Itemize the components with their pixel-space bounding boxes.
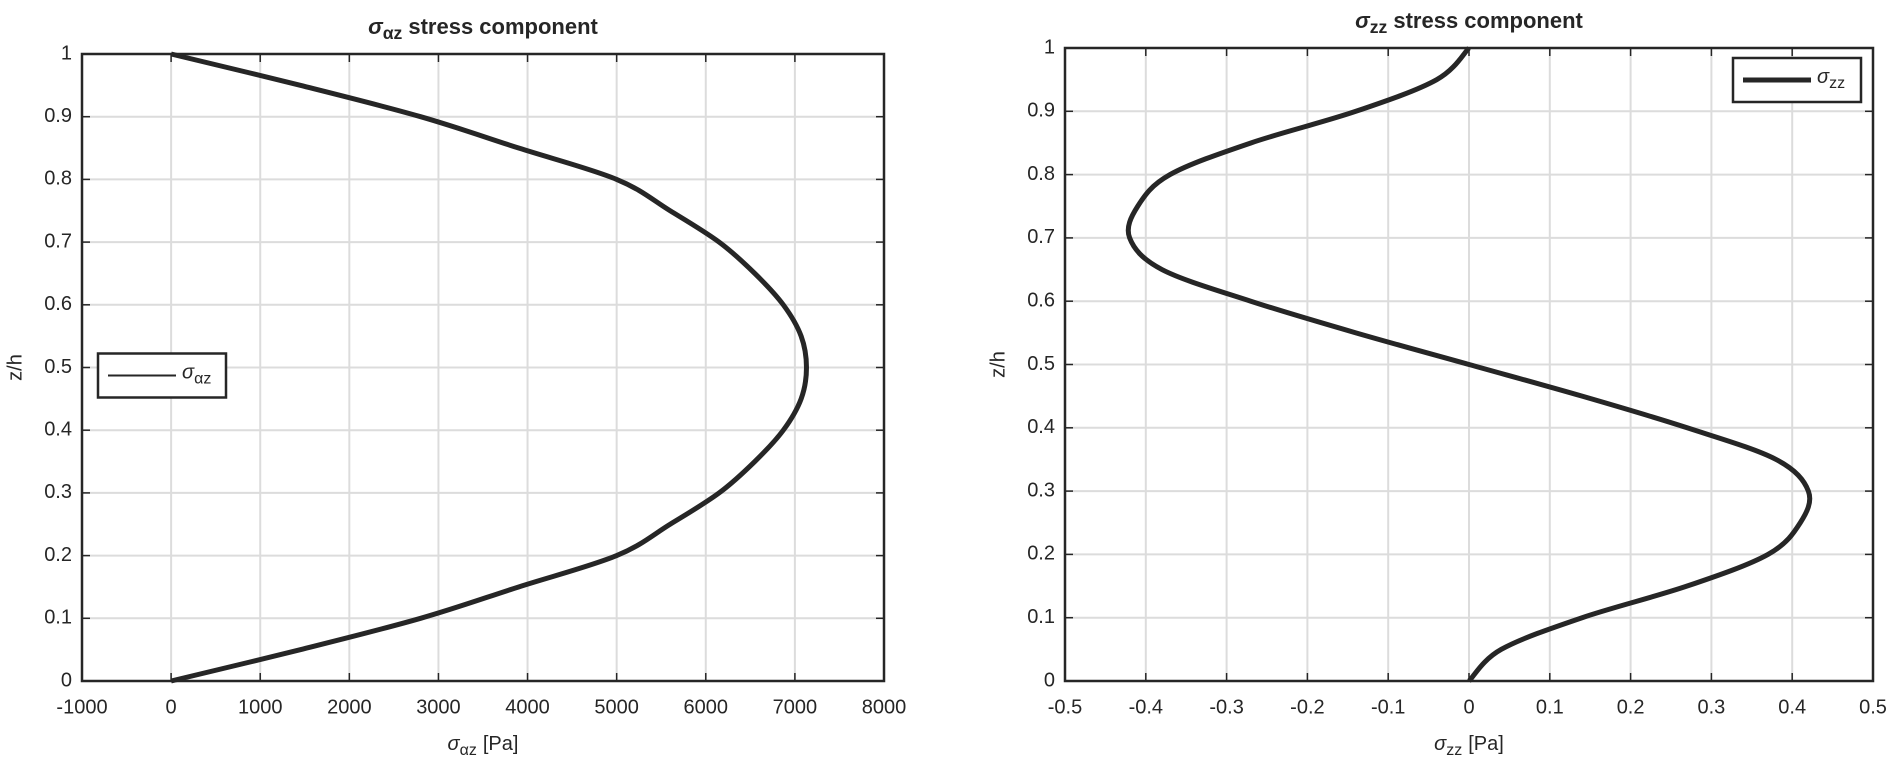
y-tick-label: 0.9 xyxy=(44,105,72,127)
symbol: σ xyxy=(1355,8,1371,33)
x-tick-label: 0 xyxy=(166,696,177,718)
legend-label: σzz xyxy=(1817,66,1845,92)
x-tick-label: 0.2 xyxy=(1617,696,1645,718)
symbol: σ xyxy=(1817,66,1830,88)
x-tick-label: 3000 xyxy=(416,696,461,718)
y-tick-label: 0.8 xyxy=(1027,163,1055,185)
chart-title: σzz stress component xyxy=(1355,8,1583,37)
text: stress component xyxy=(408,14,598,39)
y-tick-label: 1 xyxy=(1044,36,1055,58)
chart-title: σαz stress component xyxy=(368,14,598,43)
y-axis-label: z/h xyxy=(987,351,1009,378)
data-line xyxy=(1125,46,1813,683)
x-tick-label: 7000 xyxy=(773,696,818,718)
y-tick-label: 0.4 xyxy=(1027,416,1055,438)
x-tick-label: 0.4 xyxy=(1778,696,1806,718)
y-tick-label: 0.5 xyxy=(44,356,72,378)
x-tick-label: 0.1 xyxy=(1536,696,1564,718)
x-tick-label: 5000 xyxy=(594,696,639,718)
y-axis-label: z/h xyxy=(4,354,26,381)
symbol: σ xyxy=(448,733,461,755)
symbol: σ xyxy=(368,14,384,39)
x-tick-label: 0.3 xyxy=(1697,696,1725,718)
y-tick-label: 1 xyxy=(61,42,72,64)
subscript: zz xyxy=(1446,742,1462,759)
text: stress component xyxy=(1393,8,1583,33)
y-tick-label: 0.1 xyxy=(1027,606,1055,628)
y-tick-label: 0.8 xyxy=(44,168,72,190)
y-tick-label: 0 xyxy=(1044,669,1055,691)
y-tick-label: 0.7 xyxy=(1027,226,1055,248)
x-tick-label: 1000 xyxy=(238,696,283,718)
x-tick-label: 0 xyxy=(1463,696,1474,718)
x-tick-label: -0.3 xyxy=(1209,696,1243,718)
x-axis-label: σzz [Pa] xyxy=(1434,733,1504,759)
x-tick-label: 0.5 xyxy=(1859,696,1887,718)
axes-frame xyxy=(80,52,886,683)
y-tick-label: 0.6 xyxy=(44,293,72,315)
legend-label: σαz xyxy=(182,362,211,388)
subscript: zz xyxy=(1370,17,1388,37)
x-tick-label: 8000 xyxy=(862,696,907,718)
symbol: σ xyxy=(1434,733,1447,755)
y-tick-label: 0.2 xyxy=(1027,543,1055,565)
y-tick-label: 0 xyxy=(61,669,72,691)
subscript: zz xyxy=(1829,75,1845,92)
x-tick-label: -1000 xyxy=(56,696,107,718)
y-tick-label: 0.2 xyxy=(44,544,72,566)
x-axis-label: σαz [Pa] xyxy=(448,733,519,759)
subscript: αz xyxy=(383,23,403,43)
subscript: αz xyxy=(194,371,211,388)
y-tick-label: 0.7 xyxy=(44,230,72,252)
symbol: σ xyxy=(182,362,195,384)
data-line xyxy=(170,51,809,684)
x-tick-label: -0.4 xyxy=(1129,696,1163,718)
x-tick-label: 2000 xyxy=(327,696,372,718)
text: [Pa] xyxy=(1468,733,1504,755)
y-tick-label: 0.4 xyxy=(44,418,72,440)
y-tick-label: 0.1 xyxy=(44,607,72,629)
x-tick-label: -0.1 xyxy=(1371,696,1405,718)
y-tick-label: 0.3 xyxy=(1027,479,1055,501)
subscript: αz xyxy=(460,742,477,759)
x-tick-label: -0.5 xyxy=(1048,696,1082,718)
x-tick-label: 6000 xyxy=(684,696,729,718)
x-tick-label: -0.2 xyxy=(1290,696,1324,718)
x-tick-label: 4000 xyxy=(505,696,550,718)
y-tick-label: 0.9 xyxy=(1027,100,1055,122)
y-tick-label: 0.3 xyxy=(44,481,72,503)
y-tick-label: 0.5 xyxy=(1027,353,1055,375)
text: [Pa] xyxy=(483,733,519,755)
y-tick-label: 0.6 xyxy=(1027,289,1055,311)
